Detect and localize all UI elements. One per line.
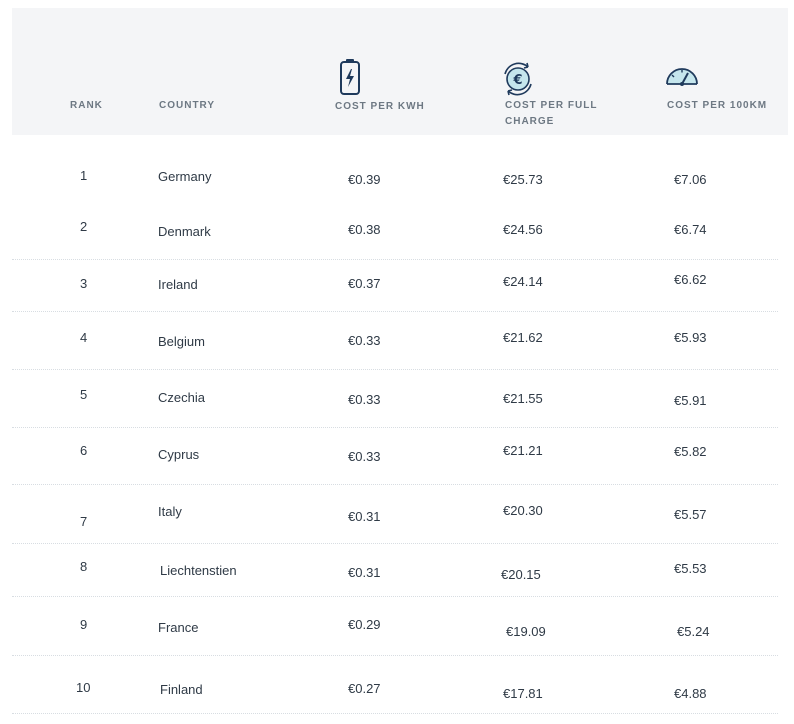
cell-cost-per-full-charge: €24.56 [503,222,543,237]
header-cost-per-full-charge-line1: COST PER FULL [505,100,598,111]
table-row: 7 Italy €0.31 €20.30 €5.57 [12,494,778,550]
cell-cost-per-full-charge: €25.73 [503,172,543,187]
row-divider [12,655,778,656]
cell-country: Ireland [158,277,198,292]
cell-rank: 3 [80,276,88,291]
cell-country: Denmark [158,224,211,239]
speedometer-icon [664,64,700,93]
row-divider [12,259,778,260]
cell-cost-per-full-charge: €21.62 [503,330,543,345]
cell-cost-per-kwh: €0.33 [348,333,381,348]
cell-cost-per-100km: €5.53 [674,561,707,576]
cell-country: Italy [158,504,182,519]
cell-cost-per-full-charge: €19.09 [506,624,546,639]
cell-cost-per-kwh: €0.33 [348,392,381,407]
cell-cost-per-100km: €5.91 [674,393,707,408]
row-divider [12,311,778,312]
cell-country: Liechtenstien [160,563,237,578]
cell-cost-per-100km: €6.74 [674,222,707,237]
cell-cost-per-kwh: €0.29 [348,617,381,632]
row-divider [12,543,778,544]
cell-cost-per-full-charge: €20.30 [503,503,543,518]
table-row: 3 Ireland €0.37 €24.14 €6.62 [12,266,778,322]
cell-cost-per-kwh: €0.31 [348,565,381,580]
cell-cost-per-kwh: €0.38 [348,222,381,237]
cell-country: Germany [158,169,212,184]
cell-cost-per-full-charge: €17.81 [503,686,543,701]
table-row: 2 Denmark €0.38 €24.56 €6.74 [12,212,778,268]
table-row: 5 Czechia €0.33 €21.55 €5.91 [12,380,778,436]
cell-rank: 4 [80,330,88,345]
cell-country: France [158,620,199,635]
cell-cost-per-100km: €5.57 [674,507,707,522]
table-header: € RANK COUNTRY COST PER KWH COST PER FUL… [12,8,788,135]
cell-cost-per-kwh: €0.31 [348,509,381,524]
table-row: 10 Finland €0.27 €17.81 €4.88 [12,668,778,724]
cell-cost-per-full-charge: €20.15 [501,567,541,582]
cell-cost-per-kwh: €0.27 [348,681,381,696]
cell-cost-per-100km: €5.82 [674,444,707,459]
cell-cost-per-kwh: €0.39 [348,172,381,187]
cell-country: Belgium [158,334,205,349]
cell-rank: 7 [80,514,88,529]
table-row: 8 Liechtenstien €0.31 €20.15 €5.53 [12,552,778,608]
header-rank: RANK [70,100,103,111]
cell-rank: 8 [80,559,88,574]
cell-cost-per-100km: €4.88 [674,686,707,701]
row-divider [12,427,778,428]
cell-country: Cyprus [158,447,200,462]
cell-rank: 1 [80,168,88,183]
cell-cost-per-100km: €5.93 [674,330,707,345]
cell-cost-per-kwh: €0.33 [348,449,381,464]
cell-cost-per-100km: €7.06 [674,172,707,187]
table-row: 9 France €0.29 €19.09 €5.24 [12,608,778,664]
svg-text:€: € [512,73,522,88]
row-divider [12,596,778,597]
cell-country: Finland [160,682,203,697]
cell-rank: 5 [80,387,88,402]
cell-cost-per-full-charge: €21.21 [503,443,543,458]
header-country: COUNTRY [159,100,216,111]
header-cost-per-kwh: COST PER KWH [335,101,425,112]
cell-cost-per-100km: €5.24 [677,624,710,639]
cell-country: Czechia [158,390,205,405]
cell-rank: 6 [80,443,88,458]
row-divider [12,369,778,370]
row-divider [12,713,778,714]
table-row: 1 Germany €0.39 €25.73 €7.06 [12,160,778,216]
header-cost-per-full-charge-line2: CHARGE [505,116,555,127]
table-row: 4 Belgium €0.33 €21.62 €5.93 [12,322,778,378]
battery-charging-icon [338,58,362,101]
table-row: 6 Cyprus €0.33 €21.21 €5.82 [12,436,778,492]
header-cost-per-100km: COST PER 100KM [667,100,768,111]
cell-rank: 9 [80,617,88,632]
row-divider [12,484,778,485]
euro-cycle-icon: € [500,62,536,101]
cell-rank: 10 [76,680,91,695]
cell-cost-per-kwh: €0.37 [348,276,381,291]
cell-cost-per-full-charge: €21.55 [503,391,543,406]
cell-cost-per-full-charge: €24.14 [503,274,543,289]
cell-cost-per-100km: €6.62 [674,272,707,287]
cell-rank: 2 [80,219,88,234]
